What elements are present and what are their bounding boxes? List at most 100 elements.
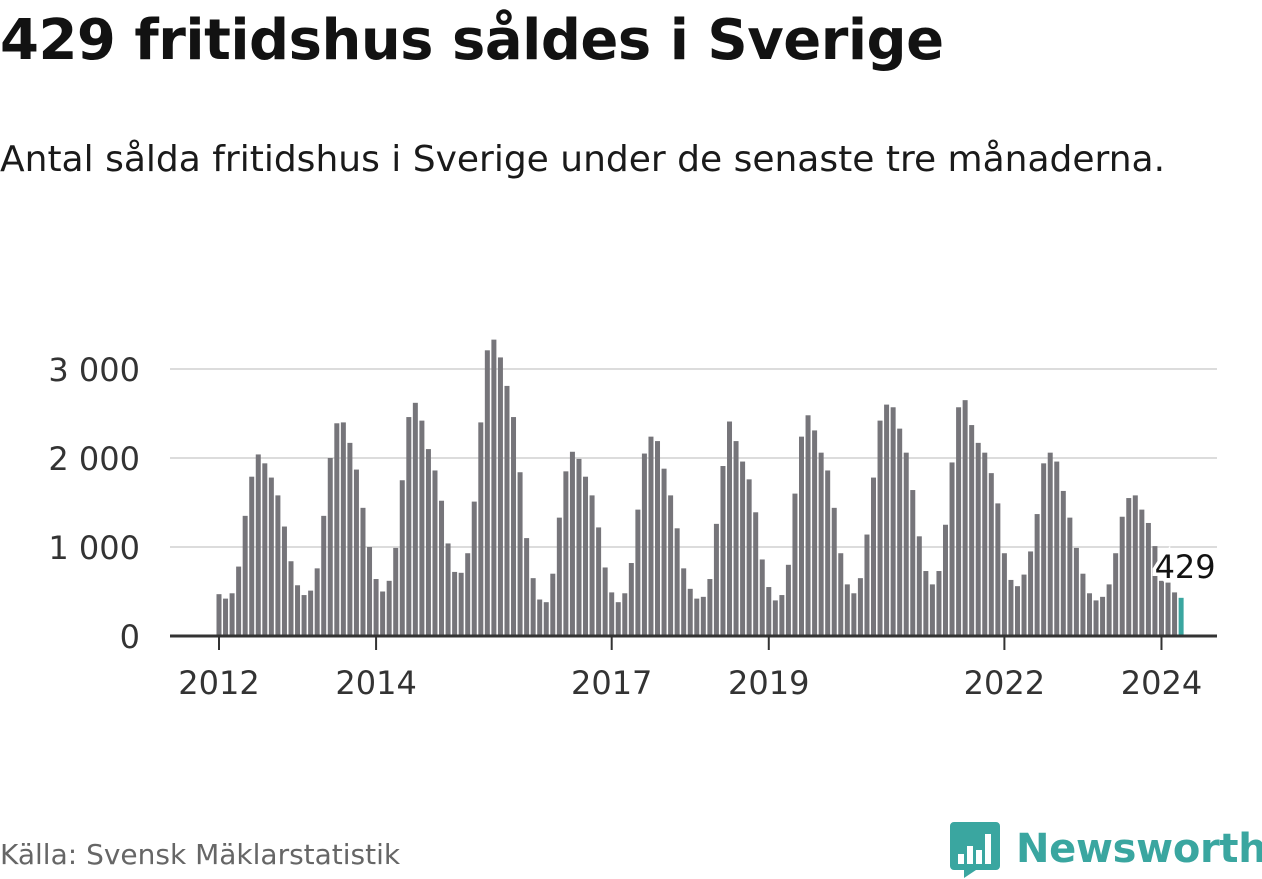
bar-2023-1 (1080, 573, 1086, 636)
bar-2015-2 (458, 572, 464, 636)
bar-2022-11 (1067, 517, 1073, 636)
bar-2019-11 (831, 507, 837, 636)
chart-title: 429 fritidshus såldes i Sverige (0, 8, 944, 73)
bar-2019-2 (772, 600, 778, 636)
bar-2021-7 (962, 400, 968, 636)
bar-2016-10 (589, 495, 595, 636)
bar-2020-2 (851, 593, 857, 636)
bar-2012-5 (242, 515, 248, 636)
bar-2020-3 (857, 578, 863, 636)
bar-2013-8 (340, 422, 346, 636)
bar-2020-11 (910, 490, 916, 636)
bar-2021-12 (995, 503, 1001, 636)
bar-2023-3 (1093, 600, 1099, 636)
bar-2024-2 (1165, 582, 1171, 636)
bar-2015-8 (497, 357, 503, 636)
bar-2021-2 (929, 584, 935, 636)
brand-logo: Newsworthy (950, 820, 1262, 878)
bar-2022-4 (1021, 574, 1027, 636)
bar-2015-4 (471, 501, 477, 636)
bar-2023-6 (1113, 553, 1119, 636)
bar-2013-3 (308, 590, 314, 636)
bar-2019-10 (825, 470, 831, 636)
bar-2022-12 (1073, 547, 1079, 636)
bar-2018-4 (707, 579, 713, 636)
bar-2017-10 (668, 495, 674, 636)
bar-2019-3 (779, 595, 785, 636)
bar-2022-6 (1034, 514, 1040, 636)
bar-2020-6 (877, 420, 883, 636)
bar-2012-9 (268, 477, 274, 636)
bar-2019-8 (812, 430, 818, 636)
bar-2017-7 (648, 436, 654, 636)
bar-2016-6 (563, 471, 569, 636)
bar-2019-5 (792, 493, 798, 636)
bar-2013-9 (347, 442, 353, 636)
bar-2015-12 (524, 538, 530, 636)
bar-2021-8 (969, 425, 975, 636)
bar-2012-12 (288, 561, 294, 636)
bar-2019-1 (766, 587, 772, 636)
bar-2014-1 (373, 579, 379, 636)
newsworthy-logo-icon (950, 822, 1000, 878)
bar-2020-1 (844, 584, 850, 636)
bar-2016-4 (550, 573, 556, 636)
y-tick-label: 0 (120, 618, 140, 656)
bar-2012-8 (262, 463, 268, 636)
bar-2014-9 (425, 449, 431, 636)
bar-2015-9 (504, 385, 510, 636)
bar-2021-11 (988, 473, 994, 636)
bar-2020-4 (864, 534, 870, 636)
bar-2017-3 (622, 593, 628, 636)
brand-name: Newsworthy (1016, 826, 1262, 872)
bar-2024-3 (1172, 592, 1178, 636)
bar-2017-6 (641, 453, 647, 636)
bar-2015-6 (484, 350, 490, 636)
bar-2023-4 (1100, 596, 1106, 636)
bar-2014-5 (399, 480, 405, 636)
bar-2018-8 (733, 441, 739, 636)
bar-2012-11 (281, 526, 287, 636)
bar-2012-10 (275, 495, 281, 636)
x-tick-label: 2019 (728, 664, 809, 702)
bar-chart: 0 1 000 2 000 3 000 2012 2014 2017 2019 2022 202… (48, 339, 1219, 702)
bar-2020-7 (884, 404, 890, 636)
bar-2023-12 (1152, 546, 1158, 636)
bar-2016-2 (537, 599, 543, 636)
bar-2017-11 (674, 528, 680, 636)
bar-2021-4 (943, 524, 948, 636)
source-note: Källa: Svensk Mäklarstatistik (0, 838, 401, 871)
bar-2014-10 (432, 470, 438, 636)
bar-2015-3 (465, 553, 471, 636)
bar-2014-3 (386, 580, 392, 636)
y-tick-label: 2 000 (48, 440, 140, 478)
bar-2014-11 (439, 500, 445, 636)
highlight-value-label: 429 (1155, 548, 1216, 586)
bar-2023-9 (1132, 495, 1138, 636)
annotations: 429 (1151, 544, 1219, 589)
bar-2015-11 (517, 472, 523, 636)
x-tick-label: 2014 (335, 664, 416, 702)
bar-2020-5 (871, 477, 876, 636)
bar-2022-3 (1014, 586, 1020, 636)
bar-2024-4 (1178, 597, 1184, 636)
bar-2020-8 (890, 407, 896, 636)
bar-2019-4 (785, 564, 791, 636)
bar-2017-2 (615, 602, 621, 636)
chart-subtitle: Antal sålda fritidshus i Sverige under d… (0, 139, 1166, 180)
bar-2019-6 (799, 436, 804, 636)
bar-2020-9 (897, 428, 903, 636)
bar-2022-8 (1047, 452, 1053, 636)
bar-2016-8 (576, 458, 582, 636)
bar-2022-7 (1041, 463, 1047, 636)
bar-2017-12 (681, 568, 687, 636)
bar-2016-7 (569, 451, 575, 636)
bar-2014-8 (419, 420, 425, 636)
bar-2015-5 (478, 422, 484, 636)
bar-2012-6 (249, 476, 255, 636)
bar-2021-5 (949, 462, 955, 636)
bar-2023-5 (1106, 584, 1112, 636)
bar-2014-4 (393, 547, 399, 636)
x-tick-label: 2024 (1121, 664, 1202, 702)
bar-2019-12 (838, 553, 844, 636)
